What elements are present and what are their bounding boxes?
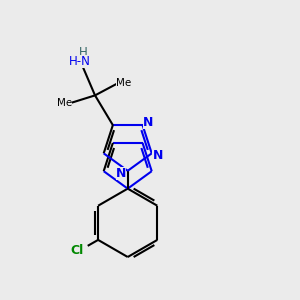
- Text: Me: Me: [57, 98, 72, 108]
- Text: Me: Me: [116, 79, 131, 88]
- Text: N: N: [116, 167, 126, 180]
- Text: H-N: H-N: [69, 55, 91, 68]
- Text: H: H: [79, 46, 88, 59]
- Text: N: N: [143, 116, 154, 129]
- Text: N: N: [152, 149, 163, 162]
- Text: Cl: Cl: [71, 244, 84, 257]
